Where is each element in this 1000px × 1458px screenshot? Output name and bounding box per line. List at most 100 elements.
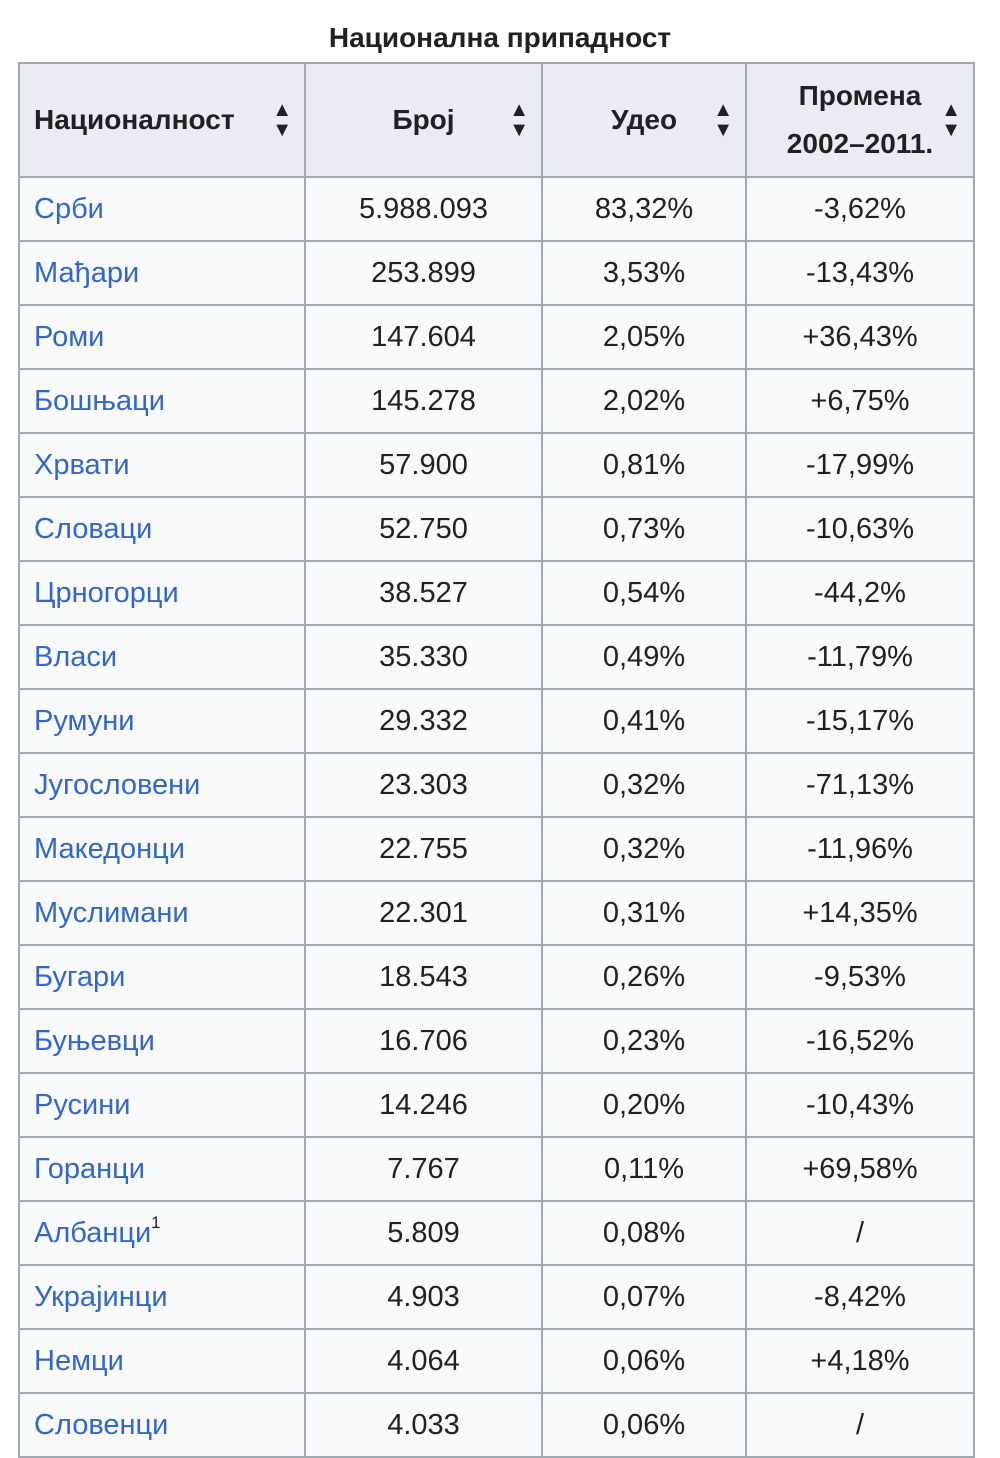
cell-count: 35.330 — [304, 624, 543, 690]
cell-count: 29.332 — [304, 688, 543, 754]
table-row: Мађари 253.899 3,53% -13,43% — [18, 240, 975, 306]
cell-share: 0,23% — [541, 1008, 747, 1074]
nationality-link[interactable]: Албанци — [34, 1216, 152, 1249]
nationality-link[interactable]: Буњевци — [34, 1024, 155, 1057]
cell-count: 147.604 — [304, 304, 543, 370]
cell-change: -3,62% — [745, 176, 975, 242]
nationality-link[interactable]: Македонци — [34, 832, 185, 865]
table-row: Македонци 22.755 0,32% -11,96% — [18, 816, 975, 882]
nationality-link[interactable]: Мађари — [34, 256, 140, 289]
cell-change: -11,96% — [745, 816, 975, 882]
cell-nationality: Срби — [18, 176, 306, 242]
table-row: Хрвати 57.900 0,81% -17,99% — [18, 432, 975, 498]
cell-count: 52.750 — [304, 496, 543, 562]
sort-icon[interactable]: ▲ ▼ — [272, 99, 292, 141]
cell-count: 4.903 — [304, 1264, 543, 1330]
cell-count: 16.706 — [304, 1008, 543, 1074]
table-row: Румуни 29.332 0,41% -15,17% — [18, 688, 975, 754]
cell-change: -15,17% — [745, 688, 975, 754]
table-row: Бошњаци 145.278 2,02% +6,75% — [18, 368, 975, 434]
cell-change: -17,99% — [745, 432, 975, 498]
cell-share: 0,26% — [541, 944, 747, 1010]
table-row: Срби 5.988.093 83,32% -3,62% — [18, 176, 975, 242]
cell-share: 0,73% — [541, 496, 747, 562]
header-label: Број — [392, 104, 455, 135]
header-change[interactable]: Промена 2002–2011. ▲ ▼ — [745, 62, 975, 178]
cell-change: -44,2% — [745, 560, 975, 626]
cell-change: / — [745, 1200, 975, 1266]
cell-change: -16,52% — [745, 1008, 975, 1074]
cell-change: -8,42% — [745, 1264, 975, 1330]
cell-count: 5.809 — [304, 1200, 543, 1266]
header-share[interactable]: Удео ▲ ▼ — [541, 62, 747, 178]
cell-share: 0,54% — [541, 560, 747, 626]
cell-nationality: Роми — [18, 304, 306, 370]
nationality-link[interactable]: Румуни — [34, 704, 135, 737]
header-label: Промена 2002–2011. — [787, 72, 933, 168]
table-row: Југословени 23.303 0,32% -71,13% — [18, 752, 975, 818]
cell-share: 0,81% — [541, 432, 747, 498]
cell-change: +36,43% — [745, 304, 975, 370]
cell-nationality: Црногорци — [18, 560, 306, 626]
nationality-link[interactable]: Бошњаци — [34, 384, 165, 417]
table-row: Горанци 7.767 0,11% +69,58% — [18, 1136, 975, 1202]
table-row: Украјинци 4.903 0,07% -8,42% — [18, 1264, 975, 1330]
cell-share: 0,08% — [541, 1200, 747, 1266]
header-row: Националност ▲ ▼ Број ▲ ▼ Удео ▲ ▼ Промена 2… — [18, 62, 975, 178]
cell-change: -10,63% — [745, 496, 975, 562]
cell-nationality: Бугари — [18, 944, 306, 1010]
nationality-link[interactable]: Словенци — [34, 1408, 169, 1441]
cell-nationality: Власи — [18, 624, 306, 690]
header-nationality[interactable]: Националност ▲ ▼ — [18, 62, 306, 178]
cell-share: 0,49% — [541, 624, 747, 690]
cell-nationality: Словенци — [18, 1392, 306, 1458]
cell-share: 0,32% — [541, 816, 747, 882]
cell-change: +4,18% — [745, 1328, 975, 1394]
header-label-line1: Промена — [798, 80, 922, 111]
cell-count: 57.900 — [304, 432, 543, 498]
cell-nationality: Албанци1 — [18, 1200, 306, 1266]
nationality-link[interactable]: Срби — [34, 192, 104, 225]
cell-nationality: Русини — [18, 1072, 306, 1138]
cell-nationality: Македонци — [18, 816, 306, 882]
cell-share: 0,11% — [541, 1136, 747, 1202]
table-row: Словенци 4.033 0,06% / — [18, 1392, 975, 1458]
nationality-link[interactable]: Горанци — [34, 1152, 145, 1185]
cell-nationality: Словаци — [18, 496, 306, 562]
cell-change: +69,58% — [745, 1136, 975, 1202]
cell-share: 0,32% — [541, 752, 747, 818]
nationality-link[interactable]: Црногорци — [34, 576, 179, 609]
cell-count: 7.767 — [304, 1136, 543, 1202]
cell-count: 4.033 — [304, 1392, 543, 1458]
cell-share: 0,41% — [541, 688, 747, 754]
sort-icon[interactable]: ▲ ▼ — [941, 99, 961, 141]
nationality-link[interactable]: Власи — [34, 640, 118, 673]
footnote-marker[interactable]: 1 — [151, 1212, 161, 1232]
table-row: Бугари 18.543 0,26% -9,53% — [18, 944, 975, 1010]
nationality-link[interactable]: Муслимани — [34, 896, 189, 929]
nationality-link[interactable]: Југословени — [34, 768, 201, 801]
cell-nationality: Немци — [18, 1328, 306, 1394]
nationality-link[interactable]: Хрвати — [34, 448, 130, 481]
cell-count: 5.988.093 — [304, 176, 543, 242]
table-row: Словаци 52.750 0,73% -10,63% — [18, 496, 975, 562]
nationality-link[interactable]: Роми — [34, 320, 105, 353]
nationality-link[interactable]: Украјинци — [34, 1280, 168, 1313]
table-row: Русини 14.246 0,20% -10,43% — [18, 1072, 975, 1138]
sort-icon[interactable]: ▲ ▼ — [509, 99, 529, 141]
table-row: Власи 35.330 0,49% -11,79% — [18, 624, 975, 690]
cell-change: -9,53% — [745, 944, 975, 1010]
cell-nationality: Мађари — [18, 240, 306, 306]
cell-nationality: Муслимани — [18, 880, 306, 946]
cell-change: +6,75% — [745, 368, 975, 434]
nationality-link[interactable]: Немци — [34, 1344, 124, 1377]
cell-share: 2,05% — [541, 304, 747, 370]
header-label: Националност — [34, 104, 235, 135]
table-row: Немци 4.064 0,06% +4,18% — [18, 1328, 975, 1394]
nationality-link[interactable]: Бугари — [34, 960, 126, 993]
header-label-line2: 2002–2011. — [786, 128, 934, 159]
header-count[interactable]: Број ▲ ▼ — [304, 62, 543, 178]
nationality-link[interactable]: Русини — [34, 1088, 131, 1121]
sort-icon[interactable]: ▲ ▼ — [713, 99, 733, 141]
nationality-link[interactable]: Словаци — [34, 512, 153, 545]
